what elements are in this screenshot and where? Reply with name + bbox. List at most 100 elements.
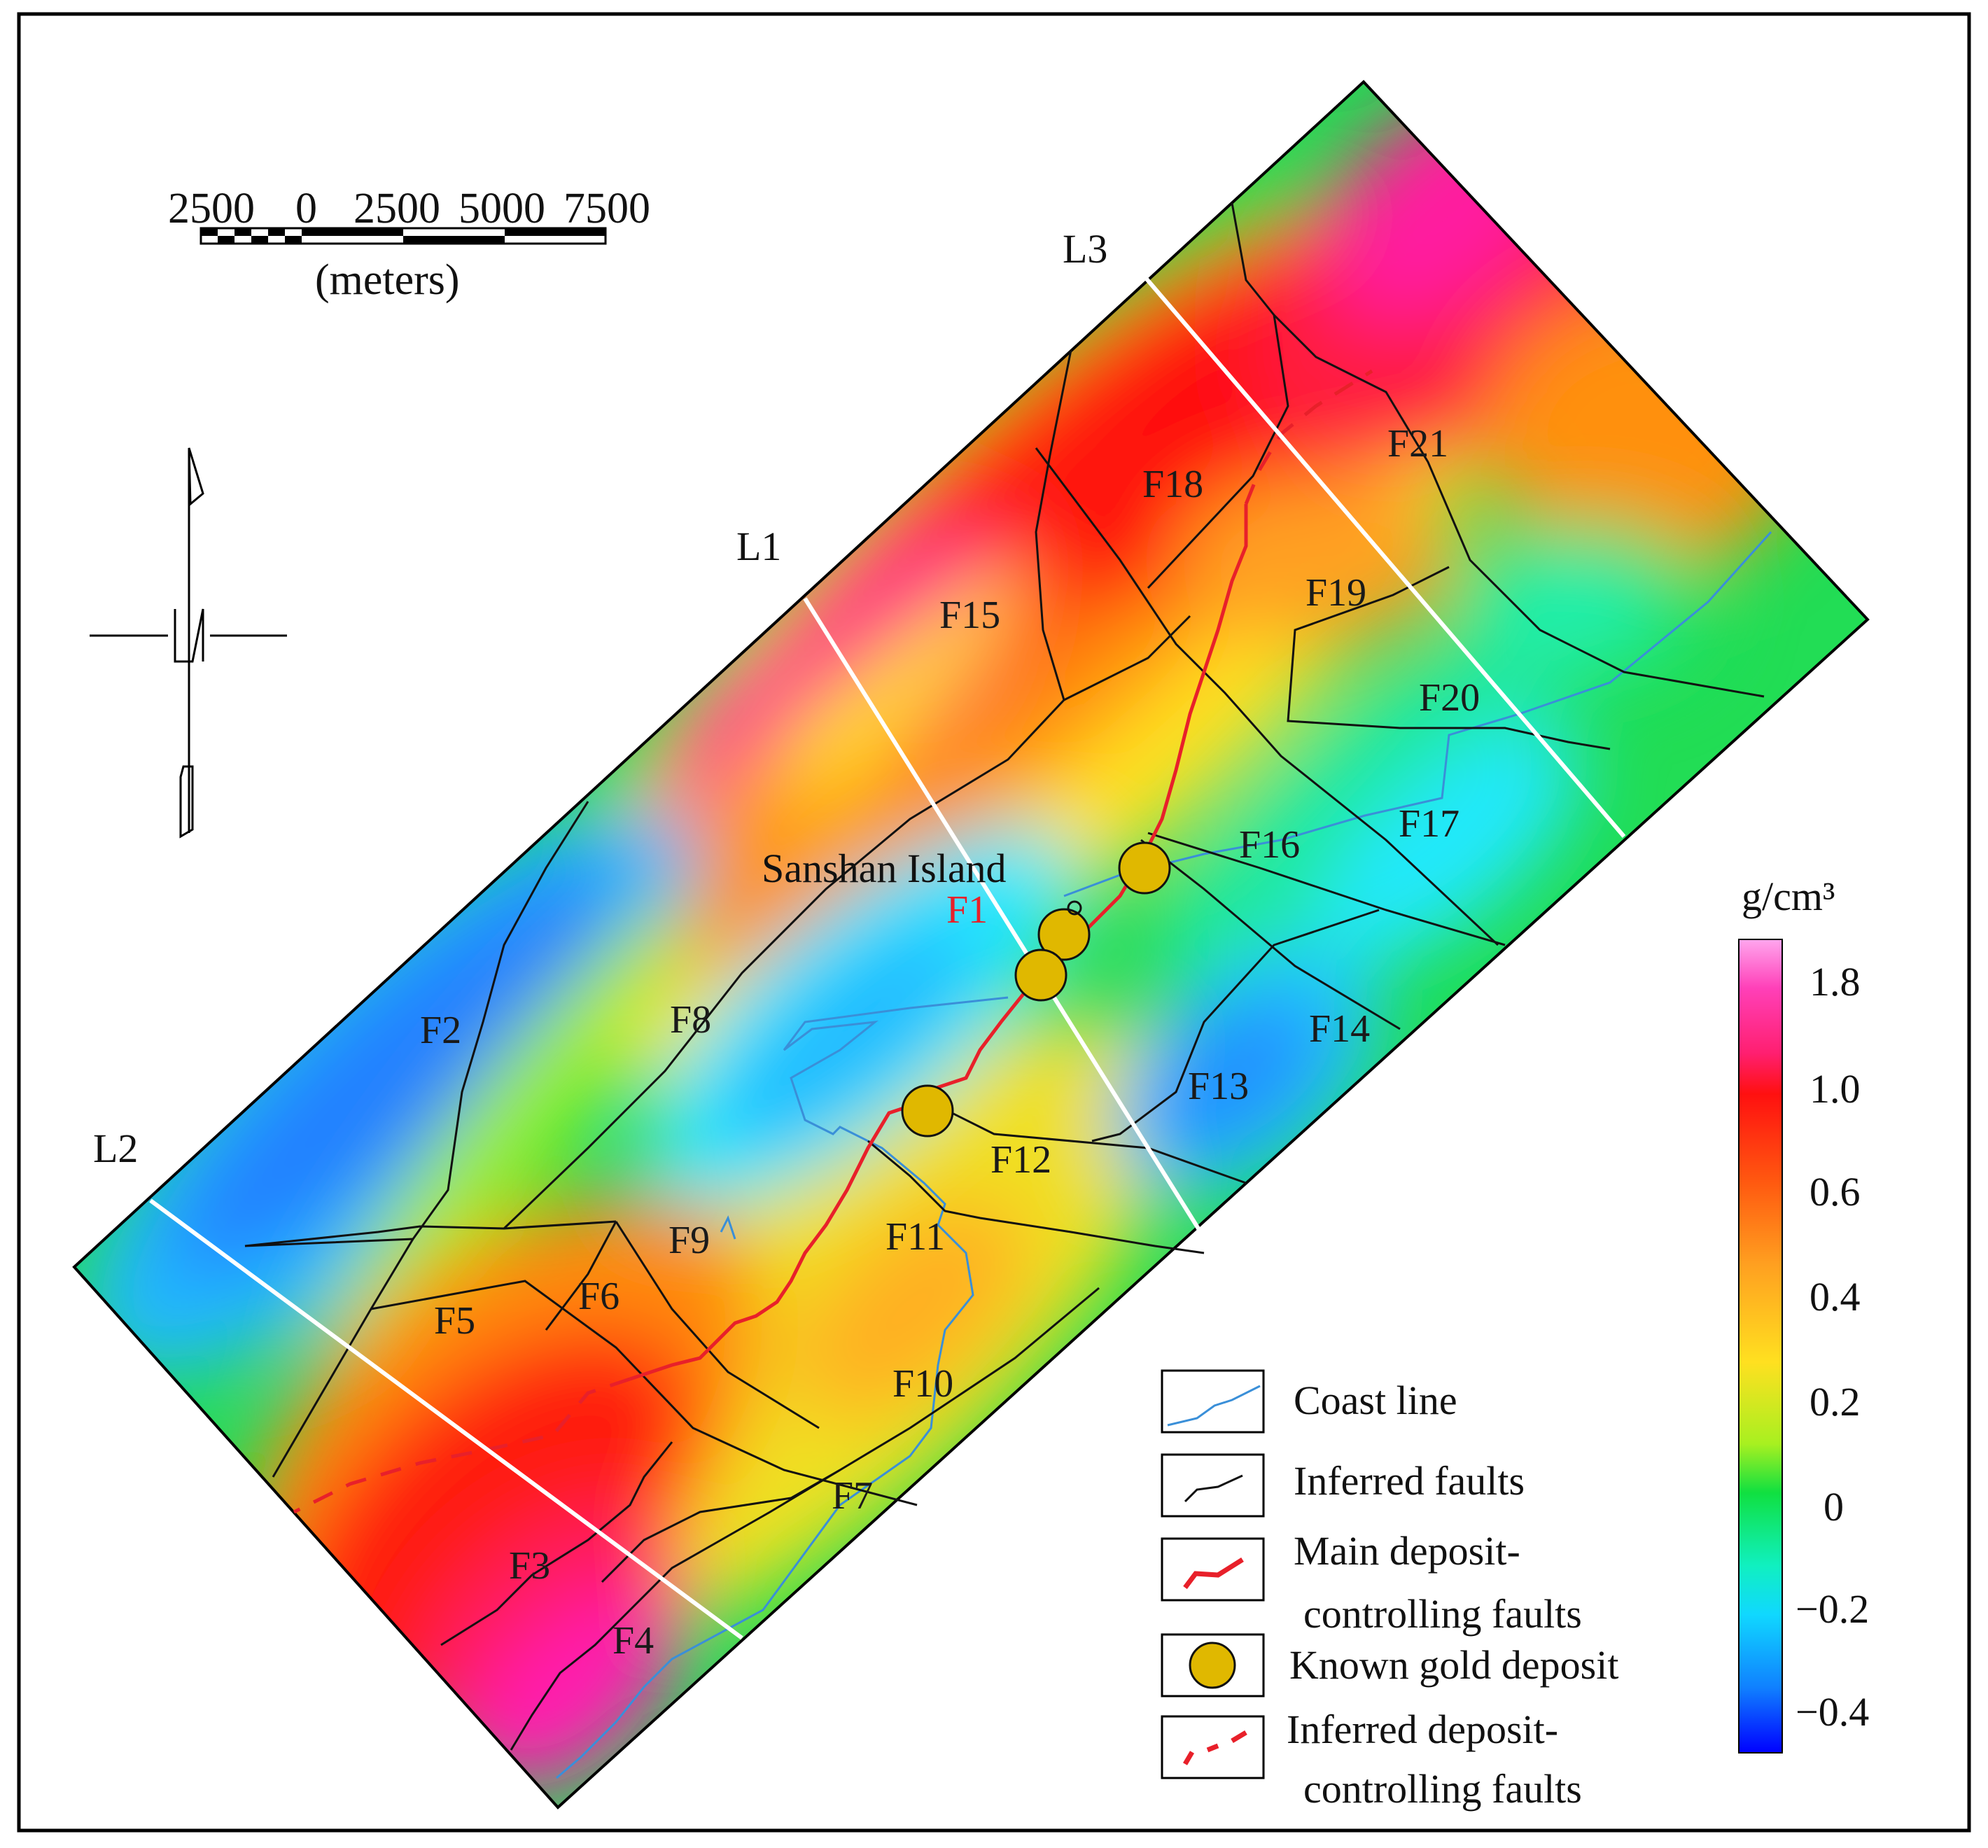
legend-label: Coast line [1294,1378,1457,1423]
fault-label: F9 [668,1219,710,1262]
fault-label: F18 [1142,463,1203,506]
colorbar-tick-label: 0 [1823,1484,1844,1530]
colorbar-tick-label: 1.0 [1809,1066,1861,1112]
fault-line [370,1280,918,1506]
fault-line [510,1287,1100,1751]
legend-item-coast-line: Coast line [1161,1369,1457,1434]
coast-line [556,996,1009,1779]
fault-line [1035,349,1072,701]
colorbar-tick-label: −0.4 [1795,1689,1869,1735]
profile-label-l3: L3 [1063,226,1107,272]
colorbar: g/cm³ 1.8 1.0 0.6 0.4 0.2 0 −0.2 −0.4 [1738,874,1869,1754]
colorbar-unit: g/cm³ [1742,874,1835,919]
profile-label-l2: L2 [93,1126,138,1171]
colorbar-tick-label: −0.2 [1795,1586,1869,1632]
scale-segment [403,236,505,244]
colorbar-gradient [1738,939,1783,1754]
legend-item-inferred-deposit-faults: Inferred deposit- controlling faults [1161,1707,1582,1812]
fault-line [503,615,1191,1230]
small-island-marker [1067,900,1082,916]
fault-line [937,1105,1247,1184]
fault-line [440,1441,673,1646]
scale-tick-label: 7500 [564,185,650,232]
profile-lines [149,275,1626,1640]
fault-label: F4 [612,1619,654,1662]
fault-labels: F1 F2 F3 F4 F5 F6 F7 F8 F9 F10 F11 F12 F… [420,422,1480,1662]
coast-line [1063,531,1772,897]
profile-label-l1: L1 [736,524,781,569]
legend-item-inferred-faults: Inferred faults [1161,1453,1525,1518]
profile-line-l1 [803,597,1203,1233]
main-deposit-controlling-fault [1139,504,1248,862]
fault-line [1287,566,1611,750]
gold-deposit-marker [1014,948,1068,1002]
fault-label: F6 [578,1275,620,1318]
fault-label: F11 [886,1215,945,1259]
scale-tick-label: 5000 [458,185,545,232]
legend-label: Inferred faults [1294,1458,1525,1504]
fault-label: F16 [1239,823,1300,867]
fault-label: F10 [892,1362,953,1406]
legend-item-gold-deposit: Known gold deposit [1161,1633,1618,1698]
fault-line [1273,314,1765,698]
legend-item-main-faults: Main deposit- controlling faults [1161,1528,1582,1637]
colorbar-tick-label: 0.4 [1809,1274,1861,1320]
fault-line [1147,832,1506,946]
scale-tick-label: 2500 [168,185,255,232]
colorbar-tick-label: 0.2 [1809,1379,1861,1424]
fault-line [615,1221,820,1429]
fault-label: F1 [946,888,988,932]
legend-label: controlling faults [1303,1591,1582,1637]
fault-line [1091,909,1380,1142]
fault-label: F3 [509,1544,550,1588]
fault-label: F7 [832,1474,873,1518]
scale-tick-label: 0 [295,185,317,232]
fault-line [545,1221,617,1331]
fault-label: F13 [1188,1065,1249,1108]
fault-label: F12 [990,1138,1051,1182]
coast-line [720,1215,736,1240]
fault-label: F2 [420,1009,461,1052]
gold-deposits [901,841,1171,1138]
fault-line [244,1220,617,1247]
fault-label: F17 [1399,802,1460,846]
fault-label: F19 [1306,571,1366,615]
legend-label: Known gold deposit [1289,1642,1618,1688]
figure-frame [17,12,1971,1833]
legend: Coast line Inferred faults Main deposit-… [1161,1369,1618,1812]
profile-line-l2 [149,1198,743,1640]
north-arrow [90,447,287,839]
scale-tick-label: 2500 [354,185,440,232]
fault-label: F8 [670,998,711,1042]
profile-line-l3 [1142,275,1626,838]
place-label-sanshan-island: Sanshan Island [762,846,1007,891]
map-area: L1 L2 L3 Sanshan Island F1 F2 F3 F4 F5 F… [72,80,1870,1809]
fault-label: F5 [434,1299,475,1343]
inferred-faults [244,202,1765,1751]
fault-label: F15 [939,594,1000,637]
colorbar-tick-label: 0.6 [1809,1169,1861,1214]
coast-lines [556,531,1772,1779]
scale-unit: (meters) [315,256,460,304]
fault-label: F20 [1419,676,1480,720]
scale-segment [302,228,403,236]
colorbar-tick-label: 1.8 [1809,959,1861,1004]
scale-bar: 2500 0 2500 5000 7500 (meters) [168,185,650,304]
fault-label: F21 [1387,422,1448,465]
legend-label: Inferred deposit- [1287,1707,1558,1752]
fault-label: F14 [1309,1007,1370,1051]
map-boundary [72,80,1870,1809]
fault-line [272,801,589,1478]
scale-segment [505,228,606,236]
fault-line [867,1140,1205,1254]
legend-label: Main deposit- [1294,1528,1520,1574]
fault-line [1035,447,1499,946]
gold-deposit-marker [901,1084,954,1138]
gold-deposit-marker [1118,841,1171,895]
legend-label: controlling faults [1303,1766,1582,1812]
scale-checker [201,228,302,244]
gold-deposit-marker [1037,908,1091,961]
fault-line [1147,202,1289,589]
fault-line [1140,839,1401,1030]
